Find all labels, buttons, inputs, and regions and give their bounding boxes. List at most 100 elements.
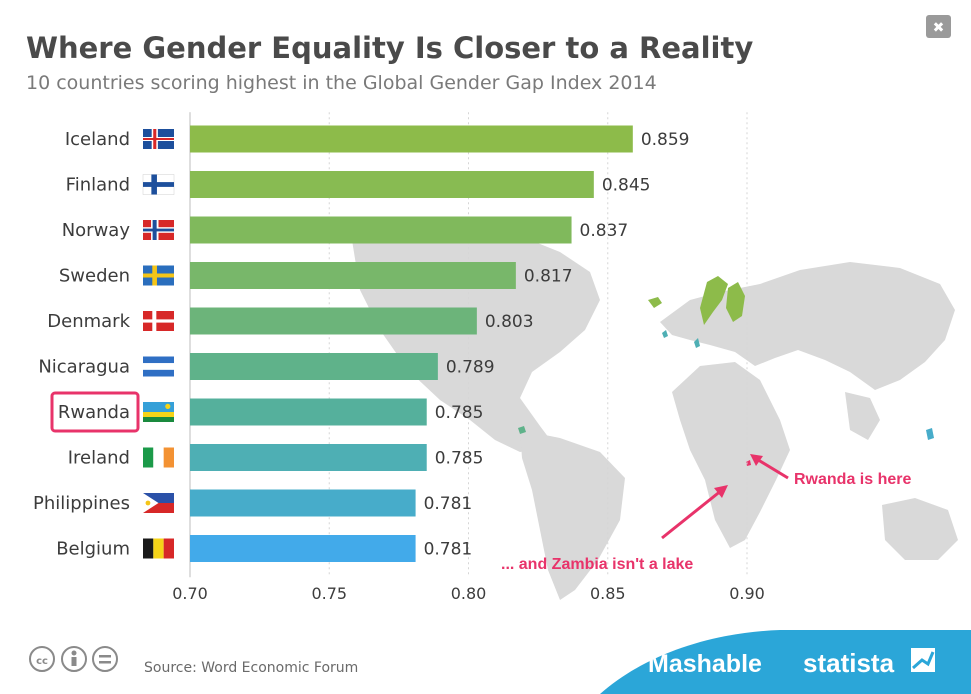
annotation-rwanda-text: Rwanda is here	[794, 471, 911, 488]
philippines-flag-icon-part	[143, 493, 174, 503]
close-icon[interactable]: ✖	[933, 20, 945, 36]
no-derivatives-icon-bar-top	[99, 655, 111, 658]
rwanda-arrow	[754, 456, 789, 480]
category-label-belgium: Belgium	[56, 539, 130, 560]
category-label-rwanda: Rwanda	[58, 402, 130, 423]
attribution-icon-head	[71, 650, 77, 656]
chart-subtitle: 10 countries scoring highest in the Glob…	[26, 72, 657, 94]
no-derivatives-icon	[92, 646, 118, 672]
annotation-zambia-text: ... and Zambia isn't a lake	[501, 556, 693, 573]
close-button[interactable]: ✖	[926, 15, 951, 38]
iceland-flag-icon-part	[143, 138, 174, 140]
value-label-norway: 0.837	[580, 221, 629, 241]
category-label-ireland: Ireland	[68, 448, 130, 469]
bar-norway	[190, 216, 572, 244]
x-tick-label: 0.80	[451, 584, 487, 603]
cc-icon	[29, 646, 55, 672]
chart-title: Where Gender Equality Is Closer to a Rea…	[26, 31, 753, 65]
value-label-philippines: 0.781	[424, 494, 473, 514]
ireland-flag-icon	[143, 447, 174, 468]
zambia-arrow	[661, 488, 723, 540]
cc-icon-text: cc	[36, 656, 48, 667]
no-derivatives-icon-bar-bottom	[99, 661, 111, 664]
category-labels: Iceland Finland Norway Sweden Denmark Nicarag…	[33, 129, 131, 560]
value-label-belgium: 0.781	[424, 540, 473, 560]
belgium-flag-icon-part	[153, 538, 164, 559]
rwanda-flag-icon	[143, 402, 174, 422]
zambia-arrow-head	[714, 485, 728, 498]
annotation-rwanda: Rwanda is here	[750, 454, 911, 488]
attribution-icon	[61, 646, 87, 672]
denmark-flag-icon	[143, 311, 174, 331]
rwanda-arrow-head	[750, 454, 763, 466]
category-label-norway: Norway	[62, 220, 131, 241]
category-label-nicaragua: Nicaragua	[38, 357, 130, 378]
bar-nicaragua	[190, 353, 438, 380]
belgium-flag-icon-part	[143, 538, 154, 559]
sweden-flag-icon-part	[143, 273, 174, 278]
close-button-bg[interactable]	[926, 15, 951, 38]
bar-sweden	[190, 262, 516, 289]
finland-flag-icon-part	[143, 182, 174, 187]
bar-denmark	[190, 307, 477, 335]
value-label-iceland: 0.859	[641, 130, 690, 150]
bar-ireland	[190, 444, 427, 471]
nicaragua-flag-icon	[143, 356, 174, 377]
norway-flag-icon	[143, 220, 174, 240]
bar-rwanda	[190, 398, 427, 426]
category-label-philippines: Philippines	[33, 493, 130, 514]
bar-philippines	[190, 489, 416, 517]
statista-logo-mark	[912, 651, 935, 670]
sweden-flag-icon	[143, 265, 174, 286]
rwanda-flag-icon-part	[143, 412, 174, 417]
bar-belgium	[190, 535, 416, 562]
value-label-nicaragua: 0.789	[446, 358, 495, 378]
rwanda-highlight-box	[50, 391, 140, 433]
nicaragua-flag-icon-part	[143, 363, 174, 370]
footer: cc Source: Word Economic Forum Mashable …	[29, 630, 971, 694]
license-icons: cc	[29, 646, 118, 672]
x-tick-label: 0.85	[590, 584, 626, 603]
nicaragua-flag-icon-part	[143, 369, 174, 377]
x-tick-label: 0.90	[729, 584, 765, 603]
value-label-sweden: 0.817	[524, 267, 573, 287]
category-label-sweden: Sweden	[59, 266, 130, 287]
ireland-flag-icon-part	[163, 447, 174, 468]
attribution-icon-body	[71, 657, 77, 666]
norway-flag-icon-part	[143, 228, 174, 232]
source-text: Source: Word Economic Forum	[144, 660, 358, 676]
rwanda-flag-icon-part	[143, 402, 174, 412]
bars: 0.859 0.845 0.837 0.817 0.803 0.789 0.785 0.785…	[190, 125, 690, 562]
bar-finland	[190, 171, 594, 198]
brand-statista[interactable]: statista	[803, 648, 895, 678]
rwanda-flag-icon-sun	[165, 403, 171, 409]
value-label-finland: 0.845	[602, 176, 651, 196]
x-tick-label: 0.70	[172, 584, 208, 603]
brand-mashable[interactable]: Mashable	[648, 650, 762, 678]
denmark-flag-icon-part	[143, 319, 174, 323]
annotation-zambia: ... and Zambia isn't a lake	[501, 485, 728, 573]
value-label-denmark: 0.803	[485, 312, 534, 332]
flags	[142, 129, 175, 559]
philippines-flag-icon-sun	[145, 500, 151, 506]
brand-banner	[600, 630, 971, 694]
belgium-flag-icon-part	[163, 538, 174, 559]
nicaragua-flag-icon-part	[143, 356, 174, 364]
philippines-flag-icon-part	[143, 503, 174, 513]
value-label-ireland: 0.785	[435, 449, 484, 469]
philippines-flag-icon	[143, 493, 174, 513]
bar-iceland	[190, 125, 633, 153]
value-label-rwanda: 0.785	[435, 403, 484, 423]
belgium-flag-icon	[143, 538, 174, 559]
iceland-flag-icon	[143, 129, 174, 149]
x-axis-ticks: 0.70 0.75 0.80 0.85 0.90	[172, 584, 765, 603]
statista-logo-icon	[911, 648, 935, 672]
philippines-flag-icon-triangle	[143, 493, 159, 513]
category-label-denmark: Denmark	[47, 311, 130, 332]
ireland-flag-icon-part	[153, 447, 164, 468]
ireland-flag-icon-part	[143, 447, 154, 468]
finland-flag-icon	[142, 174, 175, 195]
x-tick-label: 0.75	[311, 584, 347, 603]
